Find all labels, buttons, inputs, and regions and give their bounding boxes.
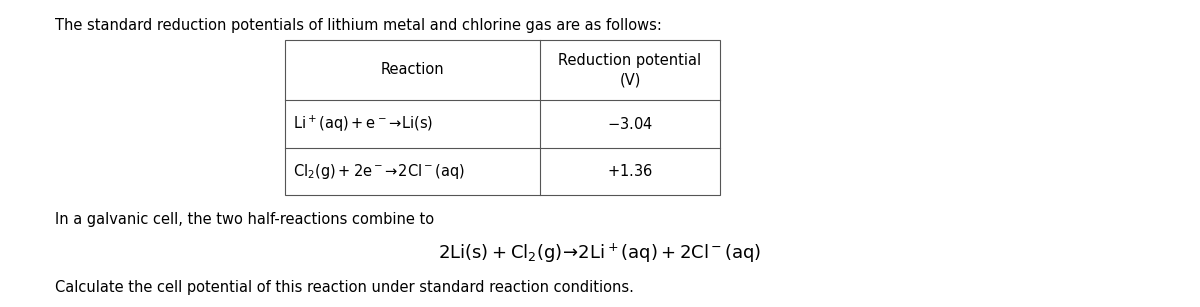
Text: $\mathrm{Li^+(aq) + e^-\!\rightarrow\!Li(s)}$: $\mathrm{Li^+(aq) + e^-\!\rightarrow\!Li… <box>293 114 433 134</box>
Text: In a galvanic cell, the two half-reactions combine to: In a galvanic cell, the two half-reactio… <box>55 212 434 227</box>
Bar <box>286 40 720 195</box>
Text: $\mathrm{2Li(s) + Cl_2(g)\!\rightarrow\!2Li^+(aq) + 2Cl^-(aq)}$: $\mathrm{2Li(s) + Cl_2(g)\!\rightarrow\!… <box>438 242 762 265</box>
Text: The standard reduction potentials of lithium metal and chlorine gas are as follo: The standard reduction potentials of lit… <box>55 18 662 33</box>
Text: Reduction potential
(V): Reduction potential (V) <box>558 52 702 87</box>
Text: Calculate the cell potential of this reaction under standard reaction conditions: Calculate the cell potential of this rea… <box>55 280 634 295</box>
Text: $\mathrm{Cl_2(g) + 2e^-\!\rightarrow\!2Cl^-(aq)}$: $\mathrm{Cl_2(g) + 2e^-\!\rightarrow\!2C… <box>293 162 464 181</box>
Text: Reaction: Reaction <box>380 63 444 77</box>
Text: $+1.36$: $+1.36$ <box>607 164 653 180</box>
Text: $-3.04$: $-3.04$ <box>607 116 653 132</box>
